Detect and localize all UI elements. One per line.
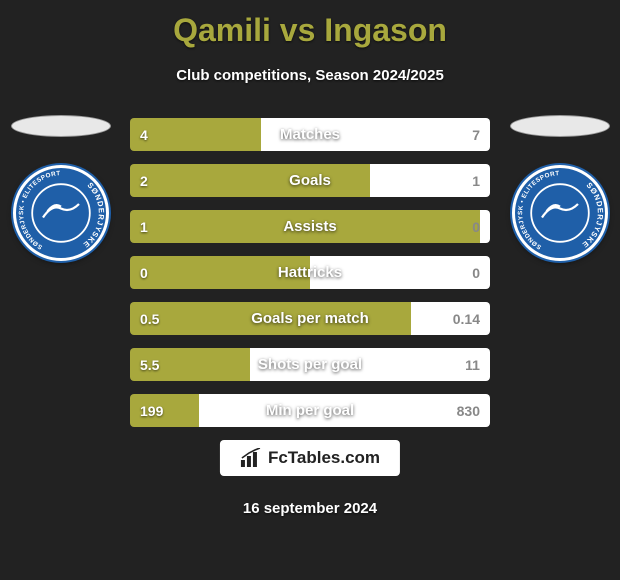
left-player-silhouette [11, 115, 111, 137]
watermark-text: FcTables.com [268, 448, 380, 468]
stat-left-value: 4 [130, 118, 261, 151]
stat-row: 5.511Shots per goal [130, 348, 490, 381]
stat-row: 47Matches [130, 118, 490, 151]
stat-right-value: 0.14 [411, 302, 490, 335]
stat-row: 199830Min per goal [130, 394, 490, 427]
right-club-badge: SØNDERJYSKE SØNDERJYSK • ELITESPORT [512, 165, 608, 261]
stat-row: 21Goals [130, 164, 490, 197]
page-title: Qamili vs Ingason [0, 0, 620, 49]
stat-left-value: 0.5 [130, 302, 411, 335]
watermark: FcTables.com [220, 440, 400, 476]
stat-left-value: 1 [130, 210, 480, 243]
stat-left-value: 0 [130, 256, 310, 289]
stat-right-value: 7 [261, 118, 490, 151]
stat-right-value: 830 [199, 394, 490, 427]
stat-left-value: 199 [130, 394, 199, 427]
stat-left-value: 5.5 [130, 348, 250, 381]
comparison-bars: 47Matches21Goals10Assists00Hattricks0.50… [130, 118, 490, 440]
left-club-badge: SØNDERJYSKE SØNDERJYSK • ELITESPORT [13, 165, 109, 261]
right-player-column: SØNDERJYSKE SØNDERJYSK • ELITESPORT [507, 115, 612, 261]
stat-right-value: 0 [480, 210, 490, 243]
stat-right-value: 0 [310, 256, 490, 289]
subtitle: Club competitions, Season 2024/2025 [0, 67, 620, 84]
club-crest-icon: SØNDERJYSKE SØNDERJYSK • ELITESPORT [515, 168, 605, 258]
date-text: 16 september 2024 [0, 500, 620, 517]
stat-right-value: 11 [250, 348, 490, 381]
chart-icon [240, 448, 262, 468]
right-player-silhouette [510, 115, 610, 137]
stat-right-value: 1 [370, 164, 490, 197]
left-player-column: SØNDERJYSKE SØNDERJYSK • ELITESPORT [8, 115, 113, 261]
stat-row: 00Hattricks [130, 256, 490, 289]
stat-left-value: 2 [130, 164, 370, 197]
stat-row: 0.50.14Goals per match [130, 302, 490, 335]
club-crest-icon: SØNDERJYSKE SØNDERJYSK • ELITESPORT [16, 168, 106, 258]
stat-row: 10Assists [130, 210, 490, 243]
